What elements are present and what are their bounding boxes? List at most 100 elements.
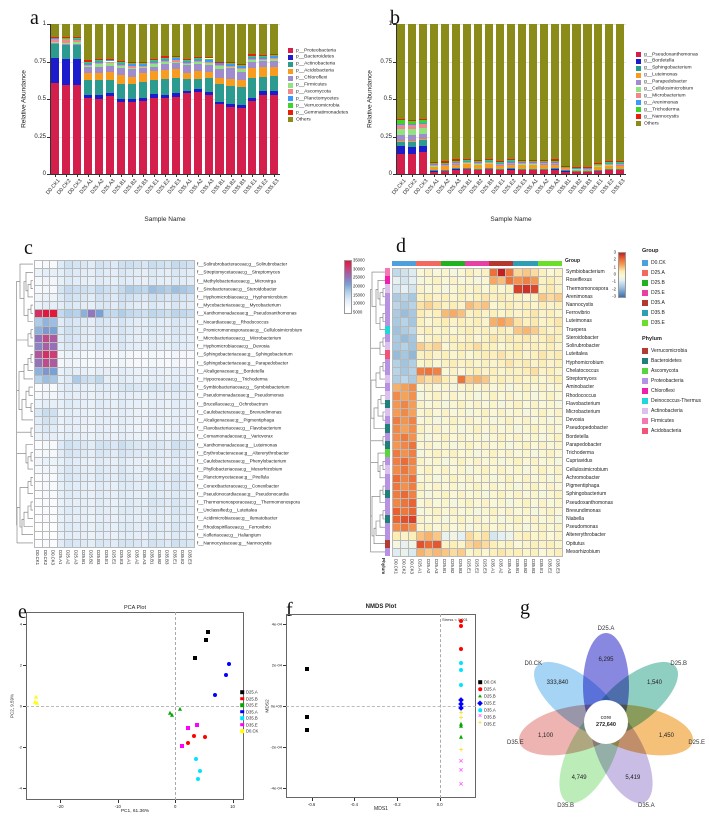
- x-tick-mark: [456, 174, 457, 177]
- heatmap-cell: [514, 425, 523, 434]
- heatmap-cell: [103, 351, 112, 360]
- heatmap-cell: [538, 285, 547, 294]
- panel-f: f NMDS Plot MDS2 MDS1 Stress < 0.001 -0.…: [256, 598, 502, 824]
- heatmap-cell: [433, 425, 442, 434]
- heatmap-cell: [42, 531, 51, 540]
- bar-segment: [550, 169, 559, 174]
- heatmap-cell: [393, 400, 402, 409]
- heatmap-cell: [187, 367, 195, 376]
- heatmap-cell: [35, 498, 43, 507]
- heatmap-cell: [35, 416, 43, 425]
- heatmap-cell: [417, 458, 426, 467]
- heatmap-cell: [141, 474, 150, 483]
- heatmap-cell: [118, 375, 127, 384]
- heatmap-cell: [465, 417, 474, 426]
- heatmap-cell: [111, 425, 119, 434]
- heatmap-cell: [482, 318, 491, 327]
- heatmap-cell: [473, 384, 483, 393]
- bar-segment: [138, 66, 147, 69]
- heatmap-cell: [134, 367, 142, 376]
- heatmap-col-label: D25.B3: [458, 559, 464, 574]
- bar-segment: [561, 166, 570, 168]
- bar-segment: [451, 163, 461, 169]
- heatmap-cell: [35, 425, 43, 434]
- heatmap-cell: [498, 507, 507, 516]
- heatmap-cell: [134, 498, 142, 507]
- group-annotation-cell: [529, 261, 538, 266]
- heatmap-cell: [425, 482, 434, 492]
- heatmap-cell: [156, 367, 165, 376]
- heatmap-cell: [103, 457, 112, 466]
- data-point-D25.E: [169, 712, 174, 717]
- heatmap-cell: [80, 531, 89, 540]
- heatmap-cell: [141, 293, 150, 302]
- bar-segment: [95, 80, 104, 96]
- heatmap-cell: [522, 540, 531, 549]
- heatmap-row-label: f__Pseudonocardiaceae;g__Pseudonocardia: [197, 491, 289, 497]
- legend-swatch: [288, 89, 293, 95]
- heatmap-cell: [449, 433, 458, 442]
- heatmap-cell: [417, 375, 426, 385]
- heatmap-cell: [425, 458, 434, 467]
- heatmap-cell: [149, 416, 157, 425]
- legend-swatch: [642, 320, 648, 326]
- bar-segment: [193, 63, 202, 72]
- heatmap-row-label: Niabella: [566, 515, 585, 522]
- heatmap-cell: [126, 507, 135, 516]
- heatmap-cell: [457, 318, 466, 327]
- heatmap-cell: [111, 474, 119, 483]
- heatmap-cell: [401, 277, 410, 286]
- heatmap-cell: [57, 384, 66, 393]
- heatmap-cell: [457, 540, 466, 549]
- bar-segment: [95, 60, 104, 63]
- heatmap-cell: [433, 515, 442, 525]
- heatmap-cell: [449, 408, 458, 418]
- legend-swatch: [288, 96, 293, 102]
- heatmap-cell: [498, 540, 507, 549]
- heatmap-cell: [187, 425, 195, 434]
- heatmap-cell: [187, 351, 195, 360]
- heatmap-cell: [88, 433, 96, 442]
- heatmap-cell: [73, 482, 81, 491]
- bar-segment: [62, 44, 71, 60]
- x-tick-mark: [423, 174, 424, 177]
- heatmap-cell: [57, 269, 66, 278]
- heatmap-cell: [35, 375, 43, 384]
- bar-segment: [528, 164, 537, 170]
- heatmap-cell: [393, 515, 402, 525]
- heatmap-cell: [393, 548, 402, 557]
- row-dendrogram: [370, 268, 385, 556]
- heatmap-cell: [409, 417, 418, 426]
- data-point-D0.CK: [34, 694, 39, 699]
- heatmap-cell: [433, 293, 442, 302]
- heatmap-cell: [35, 474, 43, 483]
- heatmap-cell: [111, 302, 119, 311]
- heatmap-cell: [441, 482, 450, 492]
- heatmap-cell: [149, 334, 157, 343]
- heatmap-cell: [449, 532, 458, 541]
- bar-segment: [528, 24, 537, 161]
- bar-segment: [550, 160, 559, 163]
- heatmap-cell: [172, 351, 180, 360]
- bar-segment: [248, 54, 257, 56]
- heatmap-cell: [465, 277, 474, 286]
- heatmap-cell: [88, 400, 96, 409]
- heatmap-cell: [457, 524, 466, 533]
- heatmap-row-label: Cellulosimicrobium: [566, 466, 608, 473]
- heatmap-cell: [457, 343, 466, 352]
- heatmap-cell: [88, 375, 96, 384]
- bar-segment: [171, 93, 180, 97]
- heatmap-cell: [141, 367, 150, 376]
- x-tick-mark: [488, 174, 490, 177]
- heatmap-cell: [554, 466, 563, 475]
- heatmap-cell: [465, 343, 474, 352]
- heatmap-cell: [490, 334, 499, 344]
- heatmap-cell: [409, 425, 418, 434]
- heatmap-cell: [141, 449, 150, 458]
- heatmap-row-label: Opitutus: [566, 540, 585, 547]
- heatmap-cell: [57, 277, 66, 286]
- legend-label: p__Chloroflexi: [296, 75, 328, 81]
- heatmap-cell: [554, 441, 563, 451]
- heatmap-cell: [490, 458, 499, 467]
